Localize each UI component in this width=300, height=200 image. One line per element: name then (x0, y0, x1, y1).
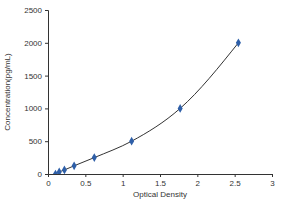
tick: 2 (196, 174, 201, 188)
tick-label: 1.5 (155, 179, 167, 188)
tick-mark (123, 174, 124, 177)
tick-label: 500 (29, 137, 43, 146)
tick-label: 2 (196, 179, 201, 188)
tick-mark (45, 141, 48, 142)
tick-label: 0 (38, 170, 43, 179)
tick: 0 (46, 174, 51, 188)
axis-line (49, 175, 273, 178)
tick-mark (45, 108, 48, 109)
axis-line (45, 11, 49, 175)
tick-mark (45, 43, 48, 44)
y-axis: 0 500 1000 1500 2000 2500 (24, 6, 48, 179)
point (72, 161, 77, 170)
tick: 2500 (24, 6, 48, 15)
tick-label: 2000 (24, 39, 42, 48)
tick-label: 0 (46, 179, 51, 188)
tick: 1500 (24, 72, 48, 81)
point (92, 153, 97, 162)
point (57, 168, 62, 174)
tick: 1.5 (155, 174, 167, 188)
plot: 0 0.5 1 1.5 2 2.5 3 0 500 1000 1500 2000 2500 (24, 6, 275, 188)
data-area (53, 38, 241, 174)
tick: 0 (38, 170, 48, 179)
tick: 1000 (24, 104, 48, 113)
tick-label: 2500 (24, 6, 42, 15)
tick: 2000 (24, 39, 48, 48)
tick-label: 0.5 (80, 179, 92, 188)
x-axis: 0 0.5 1 1.5 2 2.5 3 (46, 174, 275, 188)
tick-mark (160, 174, 161, 177)
tick: 500 (29, 137, 48, 146)
curve (55, 43, 238, 174)
tick: 0.5 (80, 174, 92, 188)
tick-mark (45, 10, 48, 11)
tick-mark (45, 174, 48, 175)
chart: 0 0.5 1 1.5 2 2.5 3 0 500 1000 1500 2000 2500 Optical… (0, 0, 300, 200)
y-axis-title: Concentration(pg/mL) (3, 53, 12, 131)
point (236, 38, 241, 47)
point (62, 166, 67, 174)
point (178, 104, 183, 113)
tick-mark (197, 174, 198, 177)
tick: 2.5 (230, 174, 242, 188)
tick-mark (235, 174, 236, 177)
tick-mark (45, 76, 48, 77)
tick: 3 (270, 174, 275, 188)
tick-label: 1500 (24, 72, 42, 81)
tick-label: 2.5 (230, 179, 242, 188)
tick-label: 1000 (24, 104, 42, 113)
tick-mark (85, 174, 86, 177)
tick-mark (272, 174, 273, 177)
tick-label: 1 (121, 179, 126, 188)
tick: 1 (121, 174, 126, 188)
point (129, 137, 134, 146)
tick-label: 3 (270, 179, 275, 188)
x-axis-title: Optical Density (133, 190, 187, 199)
